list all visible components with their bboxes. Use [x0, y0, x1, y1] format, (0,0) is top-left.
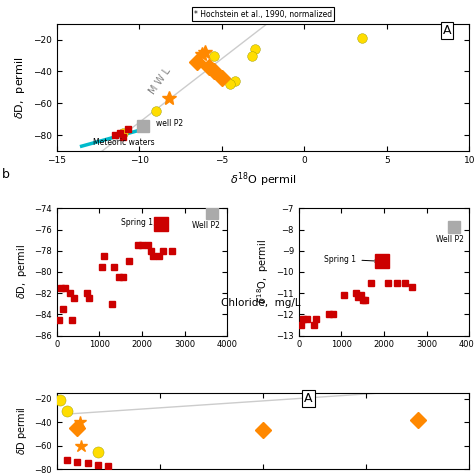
Text: well P2: well P2: [156, 119, 183, 128]
Y-axis label: $\delta$D,  permil: $\delta$D, permil: [13, 56, 27, 118]
Text: Spring 1: Spring 1: [121, 218, 158, 227]
Text: Spring 1: Spring 1: [324, 255, 378, 264]
Y-axis label: $\delta$D permil: $\delta$D permil: [15, 407, 29, 456]
Text: M W L: M W L: [147, 65, 173, 96]
X-axis label: $\delta^{18}$O permil: $\delta^{18}$O permil: [230, 170, 296, 189]
Text: A: A: [442, 24, 451, 37]
Text: Well P2: Well P2: [436, 235, 464, 244]
Text: Well P2: Well P2: [192, 221, 220, 230]
Text: A: A: [304, 392, 313, 405]
Text: * Hochstein et al., 1990, normalized: * Hochstein et al., 1990, normalized: [194, 9, 332, 18]
Y-axis label: $\delta$D,  permil: $\delta$D, permil: [15, 245, 29, 300]
Text: b: b: [2, 168, 10, 181]
Y-axis label: $\delta^{18}$O,  permil: $\delta^{18}$O, permil: [255, 239, 271, 304]
Text: Chloride,  mg/L: Chloride, mg/L: [221, 298, 301, 308]
Text: Meteoric waters: Meteoric waters: [93, 137, 155, 146]
